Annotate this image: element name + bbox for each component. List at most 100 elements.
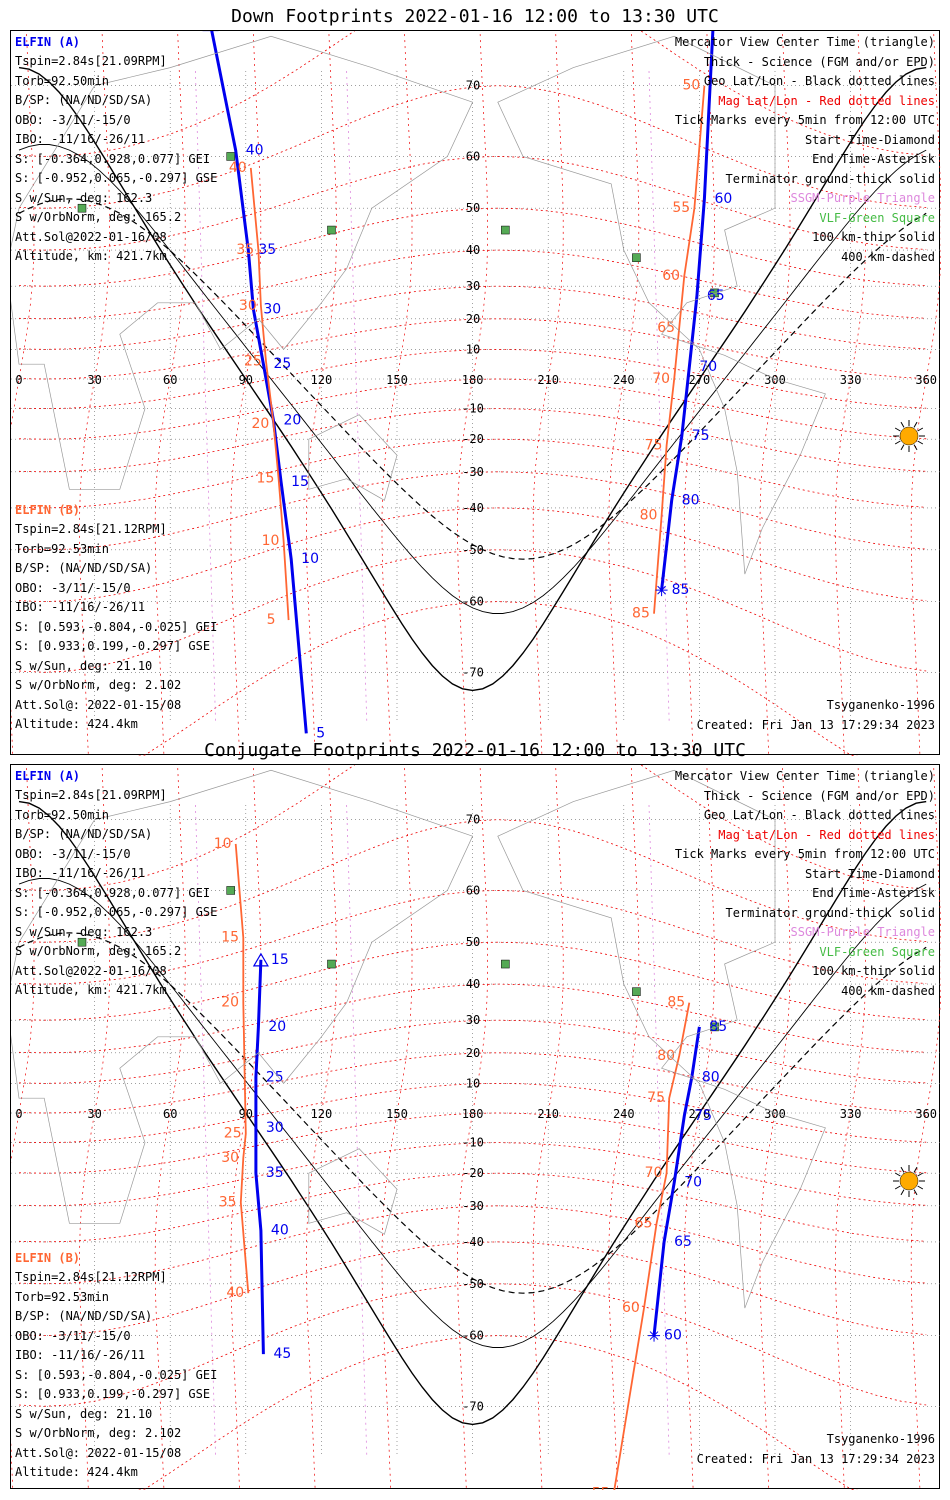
info-line: S: [-0.952,0.065,-0.297] GSE [15, 171, 218, 185]
time-tick-label: 80 [657, 1048, 675, 1064]
legend-entry: Mag Lat/Lon - Red dotted lines [718, 93, 935, 108]
legend-entry: Geo Lat/Lon - Black dotted lines [703, 808, 935, 822]
mag-parallel [18, 1283, 927, 1407]
mag-parallel [18, 1205, 927, 1285]
lat-tick-label: 50 [466, 935, 480, 949]
mag-parallel [18, 1112, 927, 1174]
time-tick-label: 5 [316, 725, 325, 741]
model-label: Tsyganenko-1996 [826, 1432, 935, 1446]
mag-parallel [18, 378, 927, 440]
ssgm-meridian [346, 804, 368, 1456]
lat-tick-label: -20 [462, 432, 484, 446]
ssgm-meridian [648, 70, 670, 722]
lon-tick-label: 150 [386, 1107, 408, 1121]
info-line: Att.Sol@2022-01-16/08 [15, 229, 167, 244]
map-canvas-down: 0 30 60 90 120 150 180 210 240 270 300 330 360706050… [11, 31, 941, 756]
lon-tick-label: 0 [15, 373, 22, 387]
time-tick-label: 40 [271, 1223, 289, 1239]
sun-ray [917, 1172, 924, 1177]
mag-parallel [18, 1052, 927, 1114]
legend: Mercator View Center Time (triangle) Thic… [675, 767, 935, 1001]
created-label: Created: Fri Jan 13 17:29:34 2023 [696, 718, 935, 732]
lon-tick-label: 360 [915, 373, 937, 387]
lat-tick-label: 20 [466, 312, 480, 326]
time-tick-label: 70 [699, 359, 717, 375]
probe-a-label: ELFIN (A) [15, 769, 81, 783]
lon-tick-label: 60 [163, 1107, 177, 1121]
terminator-line [18, 878, 927, 1348]
mag-parallel [18, 1241, 927, 1337]
lon-tick-label: 330 [840, 1107, 862, 1121]
info-line: S: [-0.952,0.065,-0.297] GSE [15, 905, 218, 919]
time-tick-label: 75 [645, 438, 663, 454]
lat-tick-label: -60 [462, 595, 484, 609]
sun-ray [913, 444, 918, 451]
time-tick-label: 60 [664, 1328, 682, 1344]
vlf-station-marker [501, 959, 510, 969]
time-tick-label: 35 [266, 1165, 284, 1181]
vlf-station-marker [632, 253, 641, 262]
mag-parallel [137, 1335, 859, 1490]
vlf-station-marker [327, 225, 336, 235]
mag-parallel [18, 1142, 927, 1207]
ssgm-meridian [195, 804, 216, 1456]
mag-parallel [18, 983, 927, 1054]
time-tick-label: 65 [674, 1234, 692, 1250]
legend-entry: Tick Marks every 5min from 12:00 UTC [674, 847, 935, 861]
info-line: B/SP: (NA/ND/SD/SA) [15, 827, 153, 841]
mag-parallel [18, 471, 927, 551]
lon-tick-label: 210 [537, 373, 559, 387]
legend-entry: End Time-Asterisk [812, 886, 935, 900]
ssgm-meridian [648, 804, 670, 1456]
continent-outline [308, 414, 398, 501]
probe-b-info: Tspin=2.84s[21.12RPM] Torb=92.53min B/SP: … [15, 520, 217, 735]
lat-tick-label: 40 [466, 243, 480, 257]
info-line: B/SP: (NA/ND/SD/SA) [15, 561, 153, 575]
lat-tick-label: -60 [462, 1329, 484, 1343]
info-line: S w/OrbNorm, deg: 2.102 [15, 678, 182, 692]
info-line: Tspin=2.84s[21.12RPM] [15, 1270, 167, 1284]
legend-entry: Geo Lat/Lon - Black dotted lines [703, 74, 935, 88]
legend-entry: 100 km-thin solid [812, 964, 935, 978]
legend-entry: Thick - Science (FGM and/or EPD) [703, 788, 935, 803]
time-tick-label: 20 [252, 416, 270, 432]
lon-tick-label: 30 [87, 373, 101, 387]
info-line: OBO: -3/11/-15/0 [15, 112, 131, 127]
info-line: S: [0.933,0.199,-0.297] GSE [15, 1387, 211, 1401]
sun-ray [913, 421, 918, 428]
info-line: S: [0.593,-0.804,-0.025] GEI [15, 619, 218, 634]
lat-tick-label: -40 [462, 501, 484, 515]
lat-tick-label: -70 [462, 665, 484, 679]
lat-tick-label: 30 [466, 279, 480, 293]
lat-tick-label: 20 [466, 1046, 480, 1060]
info-line: OBO: -3/11/-15/0 [15, 580, 131, 595]
time-tick-label: 15 [271, 952, 289, 968]
time-tick-label: 25 [273, 356, 291, 372]
legend-entry: Thick - Science (FGM and/or EPD) [703, 54, 935, 69]
info-line: S: [-0.364,0.928,0.077] GEI [15, 885, 211, 900]
info-line: OBO: -3/11/-15/0 [15, 1328, 131, 1343]
info-line: Torb=92.53min [15, 1289, 109, 1304]
mag-parallel [18, 1019, 927, 1084]
lat-tick-label: 10 [466, 1076, 480, 1090]
time-tick-label: 25 [244, 353, 262, 369]
lon-tick-label: 60 [163, 373, 177, 387]
mag-parallel [18, 941, 927, 1021]
time-tick-label: 30 [263, 301, 281, 317]
probe-b-info: Tspin=2.84s[21.12RPM] Torb=92.53min B/SP: … [15, 1268, 217, 1483]
legend-entry: Mercator View Center Time (triangle) [674, 35, 935, 49]
view-center-triangle [252, 952, 269, 967]
lat-tick-label: 70 [466, 79, 480, 93]
info-line: IBO: -11/16/-26/11 [15, 600, 146, 614]
sun-ray [917, 1185, 924, 1190]
legend-entry: Terminator ground-thick solid [725, 905, 935, 920]
sun-disc [899, 426, 919, 446]
mag-parallel [18, 207, 927, 287]
lon-tick-label: 360 [915, 1107, 937, 1121]
mag-parallel [18, 155, 927, 251]
info-line: IBO: -11/16/-26/11 [15, 866, 146, 880]
lat-tick-label: -10 [462, 402, 484, 416]
probe-a-info: Tspin=2.84s[21.09RPM] Torb=92.50min B/SP: … [15, 52, 217, 267]
mag-parallel [18, 889, 927, 985]
time-tick-label: 45 [221, 31, 239, 33]
